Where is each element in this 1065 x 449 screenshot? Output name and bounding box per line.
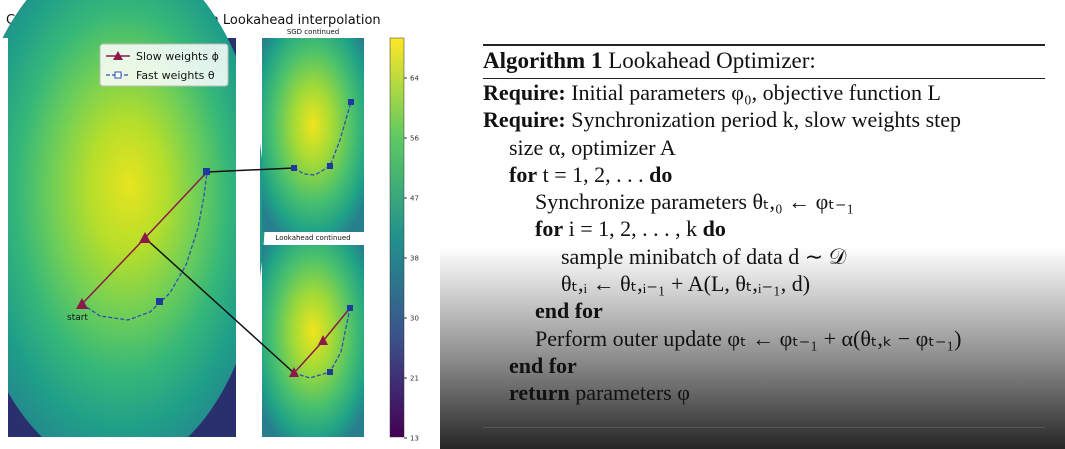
algorithm-line: for t = 1, 2, . . . do (483, 161, 1045, 188)
statement: t = 1, 2, . . . (542, 161, 644, 187)
algorithm-line: end for (483, 297, 1045, 324)
fast-path (293, 101, 352, 176)
statement: Perform outer update φₜ ← φₜ₋₁ + α(θₜ,ₖ … (535, 325, 962, 351)
algorithm-line: θₜ,ᵢ ← θₜ,ᵢ₋₁ + A(L, θₜ,ᵢ₋₁, d) (483, 270, 1045, 297)
sgd-panel (262, 38, 364, 232)
gap (0, 437, 260, 449)
statement: sample minibatch of data d ∼ 𝒟 (561, 243, 847, 269)
slow-marker (318, 335, 328, 345)
fast-marker (203, 168, 210, 175)
legend-label: Fast weights θ (136, 69, 215, 82)
keyword: do (649, 161, 673, 187)
fast-marker (156, 298, 163, 305)
start-label: start (67, 313, 88, 323)
fast-marker (347, 305, 353, 311)
algorithm-name: Lookahead Optimizer: (608, 48, 816, 73)
fast-marker (291, 165, 297, 171)
fast-marker (327, 163, 333, 169)
statement: i = 1, 2, . . . , k (568, 216, 698, 242)
colorbar-label: 13 (410, 435, 419, 443)
keyword: for (535, 216, 564, 242)
slow-marker (76, 298, 88, 309)
statement: θₜ,ᵢ ← θₜ,ᵢ₋₁ + A(L, θₜ,ᵢ₋₁, d) (561, 271, 811, 297)
legend-swatch (113, 51, 123, 60)
algorithm-line: sample minibatch of data d ∼ 𝒟 (483, 243, 1045, 270)
keyword: Require: (483, 107, 566, 133)
algorithm-line: Require: Synchronization period k, slow … (483, 106, 1045, 133)
legend-swatch (114, 71, 122, 79)
statement: parameters φ (575, 380, 690, 406)
algorithm-line: Perform outer update φₜ ← φₜ₋₁ + α(θₜ,ₖ … (483, 325, 1045, 352)
statement: Initial parameters φ₀, objective functio… (571, 80, 941, 105)
statement: Synchronization period k, slow weights s… (571, 107, 962, 133)
keyword: end for (535, 298, 603, 324)
rule (483, 44, 1045, 46)
legend-label: Slow weights ϕ (136, 50, 219, 63)
panel-title: SGD continued (287, 28, 339, 36)
keyword: end for (509, 352, 577, 378)
colorbar (389, 37, 405, 438)
algorithm-line: Require: Initial parameters φ₀, objectiv… (483, 79, 1045, 106)
algorithm-line: return parameters φ (483, 379, 1045, 406)
lookahead-panel (262, 245, 364, 437)
algorithm-label: Algorithm 1 (483, 48, 603, 73)
algorithm-title: Algorithm 1 Lookahead Optimizer: (483, 46, 1045, 79)
surface (0, 0, 265, 449)
colorbar-label: 38 (410, 255, 419, 263)
algorithm-line: size α, optimizer A (483, 134, 1045, 161)
keyword: for (509, 161, 538, 187)
colorbar-label: 47 (410, 195, 419, 203)
figure: CIFAR-100 accuracy surface with Lookahea… (0, 0, 419, 449)
legend (99, 43, 229, 87)
slow-marker (289, 367, 299, 377)
algorithm-line: for i = 1, 2, . . . , k do (483, 215, 1045, 242)
keyword: do (702, 216, 726, 242)
algorithm-lines: Require: Initial parameters φ₀, objectiv… (483, 79, 1045, 407)
gap (0, 38, 8, 449)
colorbar-label: 56 (410, 135, 419, 143)
statement: Synchronize parameters θₜ,₀ ← φₜ₋₁ (535, 189, 855, 215)
statement: size α, optimizer A (509, 134, 676, 160)
fast-marker (327, 369, 333, 375)
colorbar-label: 30 (410, 315, 419, 323)
connector (206, 167, 295, 173)
fast-path (81, 171, 208, 321)
algorithm-line: end for (483, 352, 1045, 379)
algorithm-line: Synchronize parameters θₜ,₀ ← φₜ₋₁ (483, 188, 1045, 215)
connector (144, 237, 295, 374)
colorbar-label: 64 (410, 75, 419, 83)
slow-marker (139, 232, 151, 243)
algorithm: Algorithm 1 Lookahead Optimizer: Require… (483, 44, 1045, 428)
keyword: Require: (483, 80, 566, 105)
fast-marker (348, 99, 354, 105)
panel-title: Lookahead continued (275, 234, 350, 242)
rule (483, 427, 1045, 428)
colorbar-label: 21 (410, 375, 419, 383)
keyword: return (509, 380, 570, 406)
gap (236, 38, 260, 449)
